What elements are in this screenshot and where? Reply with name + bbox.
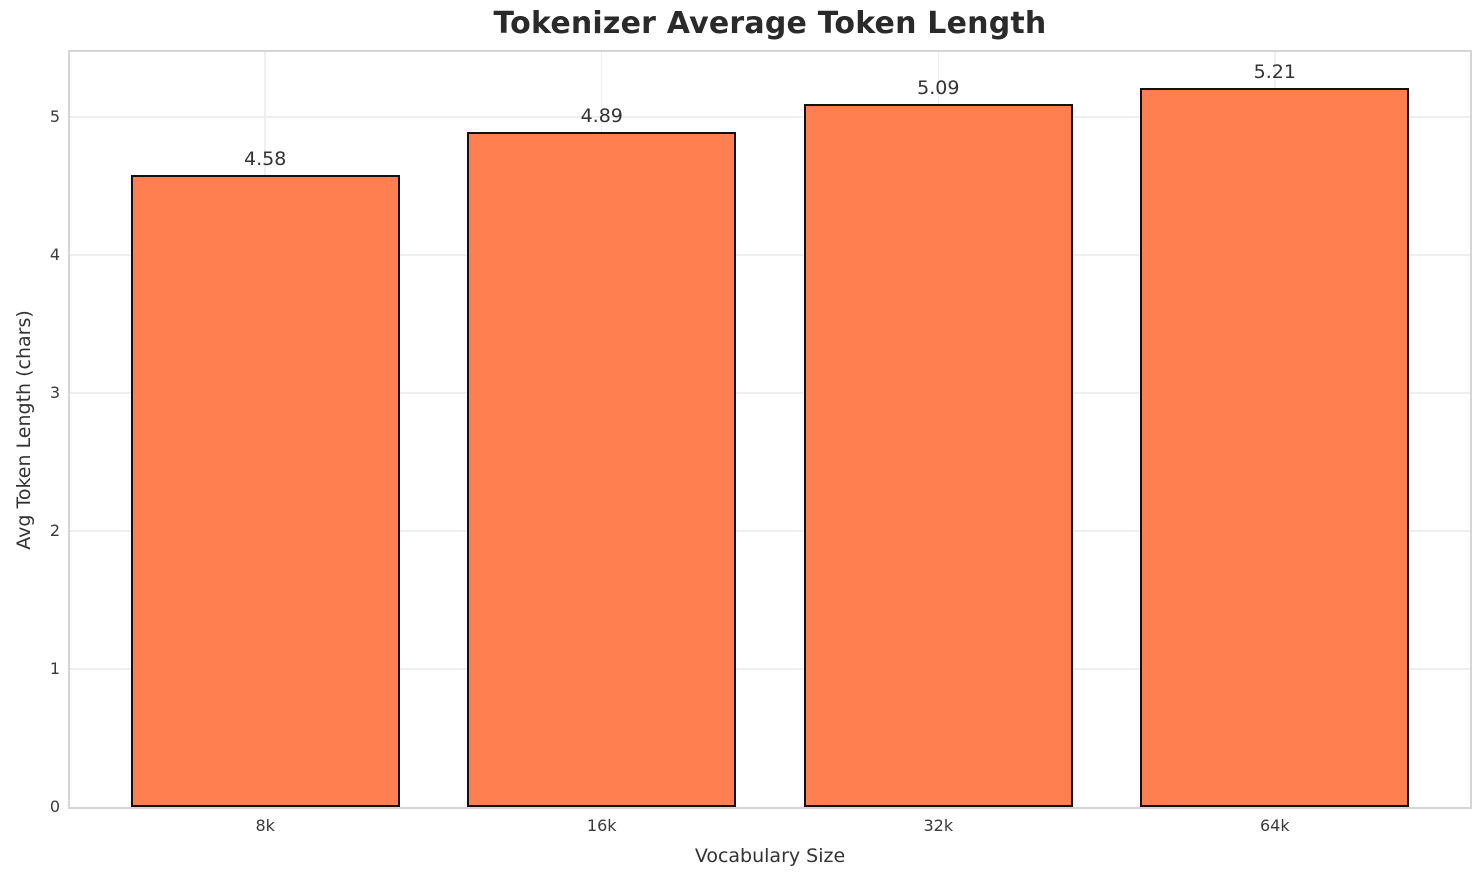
- gridline-y: [70, 116, 1470, 118]
- bar-value-label: 5.21: [1253, 60, 1296, 83]
- bar: [1140, 87, 1410, 807]
- gridline-y: [70, 530, 1470, 532]
- x-tick-label: 32k: [923, 816, 954, 835]
- y-tick-label: 1: [49, 658, 60, 678]
- bar-layer: 4.58 4.89 5.09 5.21: [70, 52, 1470, 807]
- y-tick-label: 4: [49, 244, 60, 264]
- x-axis-label: Vocabulary Size: [694, 845, 846, 867]
- plot-area: 4.58 4.89 5.09 5.21: [68, 50, 1472, 809]
- y-tick-label: 3: [49, 382, 60, 402]
- bar: [803, 104, 1073, 807]
- bar-value-label: 4.58: [244, 147, 287, 170]
- gridline-y: [70, 254, 1470, 256]
- bar-value-label: 4.89: [580, 105, 623, 128]
- y-tick-label: 5: [49, 106, 60, 126]
- x-tick-label: 16k: [586, 816, 617, 835]
- bar: [467, 132, 737, 807]
- y-axis-label: Avg Token Length (chars): [13, 310, 35, 550]
- x-tick-label: 64k: [1259, 816, 1290, 835]
- gridline-y: [70, 392, 1470, 394]
- chart-title: Tokenizer Average Token Length: [493, 6, 1047, 41]
- y-tick-label: 0: [49, 797, 60, 816]
- bar-value-label: 5.09: [917, 77, 960, 100]
- bar: [130, 174, 400, 807]
- x-tick-label: 8k: [255, 816, 275, 835]
- gridline-y: [70, 668, 1470, 670]
- y-tick-label: 2: [49, 520, 60, 540]
